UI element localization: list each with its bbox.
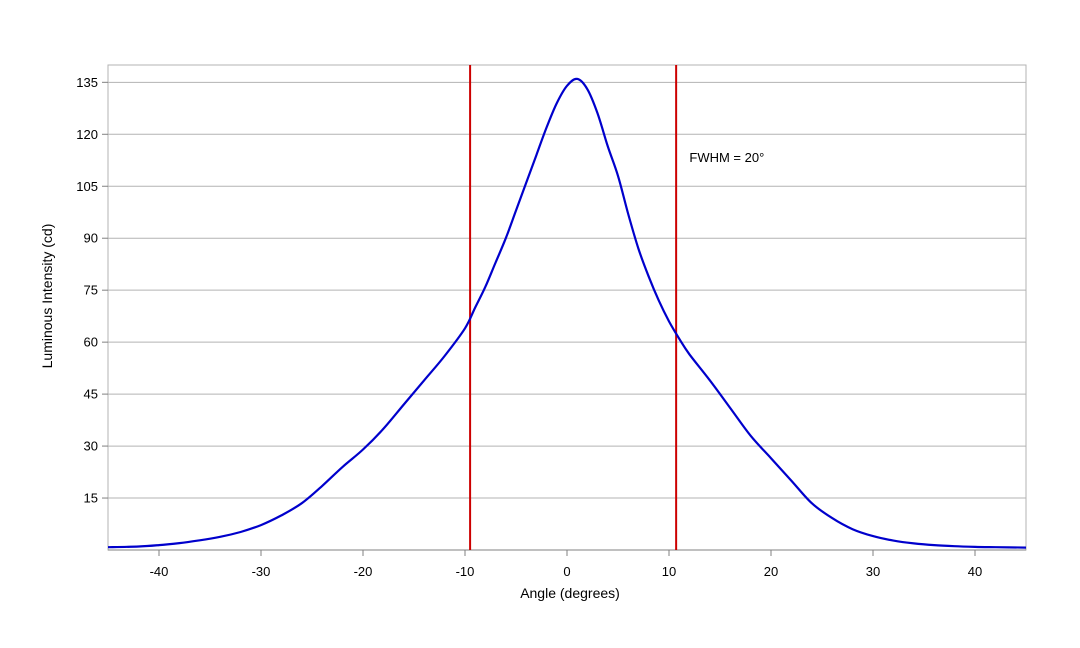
y-tick-label: 75 — [84, 283, 98, 298]
y-tick-label: 120 — [76, 127, 98, 142]
y-axis: 15 30 45 60 75 90 105 120 135 — [76, 75, 108, 506]
y-tick-label: 60 — [84, 335, 98, 350]
x-tick-label: 20 — [764, 564, 778, 579]
fwhm-lines — [469, 65, 678, 550]
y-tick-label: 90 — [84, 231, 98, 246]
plot-frame — [107, 64, 1027, 551]
fwhm-annotation: FWHM = 20° — [689, 150, 764, 165]
grid — [108, 81, 1026, 499]
x-axis-title: Angle (degrees) — [520, 585, 620, 601]
y-axis-title: Luminous Intensity (cd) — [39, 224, 55, 369]
series-line — [107, 77, 1027, 549]
series-layer — [107, 77, 1027, 549]
plot-border — [107, 64, 1027, 551]
x-tick-label: 10 — [662, 564, 676, 579]
y-tick-label: 15 — [84, 491, 98, 506]
y-tick-label: 105 — [76, 179, 98, 194]
x-tick-label: -30 — [252, 564, 271, 579]
x-tick-label: -20 — [354, 564, 373, 579]
x-tick-label: 30 — [866, 564, 880, 579]
x-tick-label: 0 — [563, 564, 570, 579]
x-tick-label: -40 — [150, 564, 169, 579]
y-tick-label: 135 — [76, 75, 98, 90]
x-tick-label: -10 — [456, 564, 475, 579]
x-tick-label: 40 — [968, 564, 982, 579]
annotations: FWHM = 20° — [689, 150, 764, 165]
x-axis: -40 -30 -20 -10 0 10 20 30 40 — [150, 550, 982, 579]
y-tick-label: 30 — [84, 439, 98, 454]
y-tick-label: 45 — [84, 387, 98, 402]
